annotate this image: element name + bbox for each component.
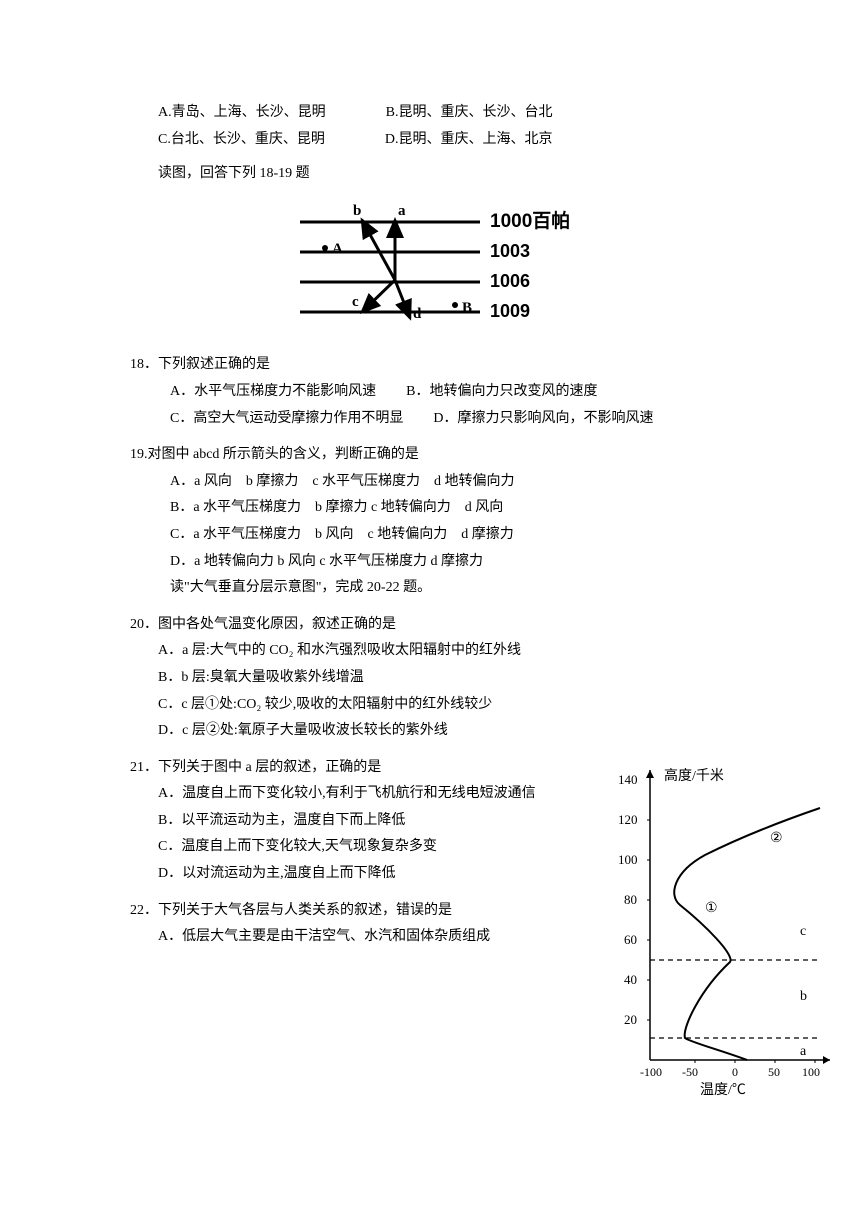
svg-text:100: 100 — [618, 852, 638, 867]
q20-stem: 20．图中各处气温变化原因，叙述正确的是 — [130, 612, 730, 639]
svg-text:-100: -100 — [640, 1065, 662, 1079]
instruction-18-19: 读图，回答下列 18-19 题 — [158, 161, 730, 188]
q20-a: A．a 层:大气中的 CO₂ 和水汽强烈吸收太阳辐射中的红外线 — [158, 638, 730, 665]
question-18: 18．下列叙述正确的是 A．水平气压梯度力不能影响风速 B．地转偏向力只改变风的… — [130, 352, 730, 432]
opt-b: B.昆明、重庆、长沙、台北 — [386, 100, 553, 127]
opt-c: C.台北、长沙、重庆、昆明 — [158, 127, 325, 154]
svg-text:50: 50 — [768, 1065, 780, 1079]
q19-a: A．a 风向 b 摩擦力 c 水平气压梯度力 d 地转偏向力 — [170, 469, 730, 496]
opt-a: A.青岛、上海、长沙、昆明 — [158, 100, 326, 127]
svg-text:80: 80 — [624, 892, 637, 907]
arrow-a-label: a — [398, 203, 406, 219]
atmosphere-chart: 20 40 60 80 100 120 140 高度/千米 -100 -50 0… — [610, 760, 840, 1100]
arrow-c-label: c — [352, 294, 359, 310]
q19-b: B．a 水平气压梯度力 b 摩擦力 c 地转偏向力 d 风向 — [170, 495, 730, 522]
point-a-label: A — [332, 241, 343, 257]
point-b-label: B — [462, 300, 472, 316]
layer-a: a — [800, 1044, 807, 1059]
q19-c: C．a 水平气压梯度力 b 风向 c 地转偏向力 d 摩擦力 — [170, 522, 730, 549]
label-1009: 1009 — [490, 301, 530, 321]
q19-d: D．a 地转偏向力 b 风向 c 水平气压梯度力 d 摩擦力 — [170, 549, 730, 576]
xlabel: 温度/℃ — [700, 1082, 746, 1098]
label-1000: 1000百帕 — [490, 209, 570, 232]
q18-b: B．地转偏向力只改变风的速度 — [406, 379, 597, 406]
layer-c: c — [800, 924, 806, 939]
q20-c: C．c 层①处:CO₂ 较少,吸收的太阳辐射中的红外线较少 — [158, 692, 730, 719]
svg-text:100: 100 — [802, 1065, 820, 1079]
question-20: 20．图中各处气温变化原因，叙述正确的是 A．a 层:大气中的 CO₂ 和水汽强… — [130, 612, 730, 745]
svg-text:60: 60 — [624, 932, 637, 947]
svg-text:40: 40 — [624, 972, 637, 987]
instruction-20-22: 读"大气垂直分层示意图"，完成 20-22 题。 — [170, 575, 730, 602]
svg-text:140: 140 — [618, 772, 638, 787]
mark-2: ② — [770, 831, 783, 846]
svg-text:120: 120 — [618, 812, 638, 827]
q18-a: A．水平气压梯度力不能影响风速 — [170, 379, 376, 406]
arrow-d-label: d — [413, 306, 422, 322]
opt-d: D.昆明、重庆、上海、北京 — [385, 127, 553, 154]
arrow-b-label: b — [353, 203, 361, 219]
q19-stem: 19.对图中 abcd 所示箭头的含义，判断正确的是 — [130, 442, 730, 469]
layer-b: b — [800, 989, 807, 1004]
svg-text:20: 20 — [624, 1012, 637, 1027]
prev-question-options-row2: C.台北、长沙、重庆、昆明 D.昆明、重庆、上海、北京 — [158, 127, 730, 154]
isobar-figure: 1000百帕 1003 1006 1009 A B a b c d — [130, 200, 730, 341]
label-1003: 1003 — [490, 241, 530, 261]
q18-stem: 18．下列叙述正确的是 — [130, 352, 730, 379]
q20-b: B．b 层:臭氧大量吸收紫外线增温 — [158, 665, 730, 692]
mark-1: ① — [705, 901, 718, 916]
label-1006: 1006 — [490, 271, 530, 291]
q18-d: D．摩擦力只影响风向，不影响风速 — [433, 406, 653, 433]
svg-text:-50: -50 — [682, 1065, 698, 1079]
q18-c: C．高空大气运动受摩擦力作用不明显 — [170, 406, 403, 433]
svg-text:0: 0 — [732, 1065, 738, 1079]
ylabel: 高度/千米 — [664, 767, 724, 784]
question-19: 19.对图中 abcd 所示箭头的含义，判断正确的是 A．a 风向 b 摩擦力 … — [130, 442, 730, 602]
q20-d: D．c 层②处:氧原子大量吸收波长较长的紫外线 — [158, 718, 730, 745]
prev-question-options-row1: A.青岛、上海、长沙、昆明 B.昆明、重庆、长沙、台北 — [158, 100, 730, 127]
